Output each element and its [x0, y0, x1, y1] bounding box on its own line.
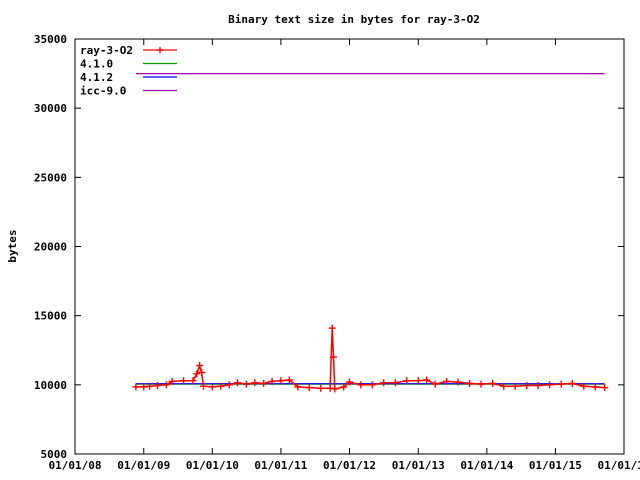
- legend-entry: icc-9.0: [80, 85, 177, 98]
- data-point: [601, 384, 609, 392]
- y-tick-label: 35000: [34, 33, 67, 46]
- data-point: [330, 353, 338, 361]
- data-point: [557, 380, 565, 388]
- x-tick-label: 01/01/12: [323, 459, 376, 472]
- data-point: [580, 382, 588, 390]
- data-point: [403, 377, 411, 385]
- x-tick-label: 01/01/13: [392, 459, 445, 472]
- plot-border: [74, 38, 625, 455]
- x-tick-label: 01/01/10: [186, 459, 239, 472]
- axes: 5000 10000 15000 20000 25000 30000 35000 01/01/…: [34, 33, 640, 472]
- data-point: [477, 380, 485, 388]
- legend-label: 4.1.2: [80, 71, 113, 84]
- y-tick-label: 10000: [34, 379, 67, 392]
- data-point: [132, 383, 140, 391]
- data-point: [162, 381, 170, 389]
- data-point: [454, 378, 462, 386]
- data-point: [328, 324, 336, 332]
- data-point: [251, 379, 259, 387]
- data-point: [198, 368, 206, 376]
- x-tick-label: 01/01/16: [598, 459, 640, 472]
- legend-label: 4.1.0: [80, 58, 113, 71]
- data-point: [489, 379, 497, 387]
- data-point: [357, 381, 365, 389]
- data-point: [193, 370, 201, 378]
- data-point: [285, 376, 293, 384]
- data-point: [380, 379, 388, 387]
- data-point: [153, 382, 161, 390]
- data-point: [242, 380, 250, 388]
- chart-title: Binary text size in bytes for ray-3-O2: [228, 13, 480, 26]
- legend-label: ray-3-O2: [80, 44, 133, 57]
- data-point: [331, 385, 339, 393]
- data-point: [414, 377, 422, 385]
- y-tick-label: 30000: [34, 102, 67, 115]
- data-point: [368, 381, 376, 389]
- legend-entry: ray-3-O2: [80, 44, 177, 57]
- y-axis-label: bytes: [6, 229, 19, 262]
- data-point: [168, 377, 176, 385]
- data-point: [305, 384, 313, 392]
- data-point: [511, 382, 519, 390]
- y-tick-label: 5000: [41, 448, 68, 461]
- data-point: [234, 379, 242, 387]
- data-point: [346, 378, 353, 386]
- x-tick-label: 01/01/15: [529, 459, 582, 472]
- data-point: [500, 382, 508, 390]
- data-point: [443, 377, 451, 385]
- y-tick-label: 15000: [34, 310, 67, 323]
- data-point: [294, 383, 302, 391]
- series-layer: [132, 72, 609, 393]
- data-point: [180, 377, 188, 385]
- data-point: [146, 382, 154, 390]
- data-point: [591, 383, 599, 391]
- legend-entry: 4.1.2: [80, 71, 177, 84]
- data-point: [534, 382, 542, 390]
- legend-label: icc-9.0: [80, 85, 126, 98]
- data-point: [196, 361, 204, 369]
- y-tick-label: 25000: [34, 171, 67, 184]
- data-point: [225, 381, 233, 389]
- data-point: [423, 376, 431, 384]
- series-line-ray-3-O2: [135, 328, 605, 390]
- data-point: [546, 381, 554, 389]
- x-tick-label: 01/01/11: [254, 459, 307, 472]
- data-point: [391, 379, 399, 387]
- data-point: [568, 379, 576, 387]
- y-tick-label: 20000: [34, 241, 67, 254]
- data-point: [200, 382, 208, 390]
- x-tick-label: 01/01/09: [117, 459, 170, 472]
- data-point: [277, 377, 285, 385]
- data-point: [268, 377, 276, 385]
- data-point: [208, 383, 216, 391]
- x-tick-label: 01/01/08: [49, 459, 102, 472]
- data-point: [189, 377, 197, 385]
- data-point: [523, 382, 531, 390]
- data-point: [340, 383, 348, 391]
- legend-entry: 4.1.0: [80, 58, 177, 71]
- data-point: [217, 382, 225, 390]
- data-point: [260, 379, 268, 387]
- data-point: [317, 384, 325, 392]
- data-point: [466, 379, 474, 387]
- data-point: [431, 380, 439, 388]
- x-tick-label: 01/01/14: [460, 459, 513, 472]
